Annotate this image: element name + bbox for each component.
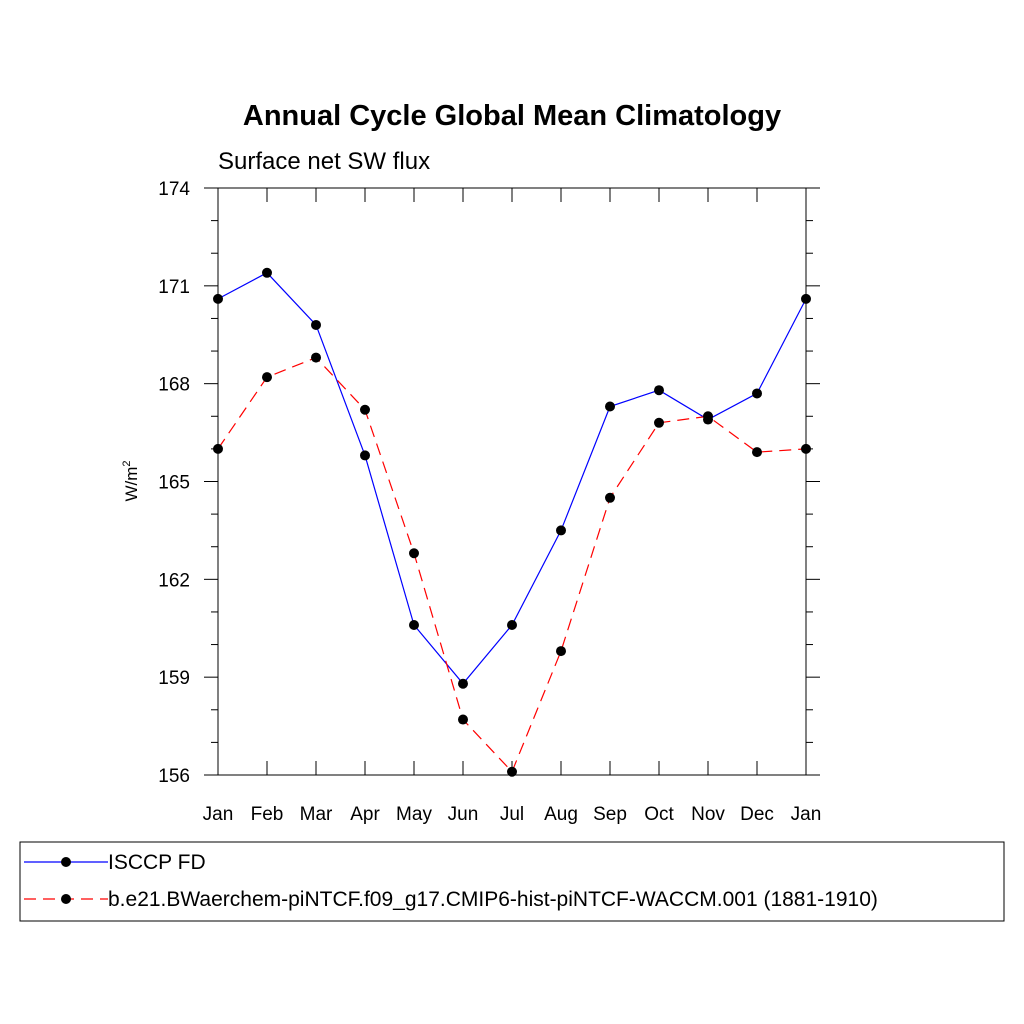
x-tick-label: Oct [644,804,674,825]
series-2-point [801,443,811,454]
y-tick-label: 159 [158,668,190,689]
y-tick-label: 168 [158,375,190,396]
y-tick-label: 171 [158,277,190,298]
x-tick-label: Feb [251,804,284,825]
series-2-point [703,411,713,422]
x-tick-label: Dec [740,804,774,825]
series-2-point [360,404,370,415]
legend: ISCCP FD b.e21.BWaerchem-piNTCF.f09_g17.C… [19,841,1005,922]
x-tick-label: May [396,804,432,825]
legend-marker-1 [61,857,71,867]
legend-label-2: b.e21.BWaerchem-piNTCF.f09_g17.CMIP6-his… [108,888,878,911]
legend-marker-2 [61,894,71,904]
series-1-point [311,319,321,330]
x-tick-label: Jan [203,804,234,825]
series-1-point [507,619,517,630]
y-axis-label-text: W/m [122,467,141,502]
y-tick-label: 162 [158,570,190,591]
chart-subtitle: Surface net SW flux [218,148,430,175]
series-2-point [409,548,419,559]
series-2-point [458,714,468,725]
series-1-point [605,401,615,412]
series-1-point [213,293,223,304]
series-2-point [507,766,517,777]
x-tick-label: Sep [593,804,627,825]
legend-frame [19,841,1005,922]
y-axis-label: W/m2 [121,460,141,501]
plot-frame [217,187,807,776]
chart-title: Annual Cycle Global Mean Climatology [243,100,781,132]
y-tick-label: 165 [158,473,190,494]
x-tick-label: Jan [791,804,822,825]
y-tick-label: 156 [158,766,190,787]
legend-label-1: ISCCP FD [108,851,206,874]
series-1-point [262,267,272,278]
x-tick-label: Mar [300,804,333,825]
series-1-point [654,385,664,396]
series-2-point [213,443,223,454]
x-tick-label: Aug [544,804,578,825]
series-2-point [556,646,566,657]
series-2-point [262,372,272,383]
series-2-point [605,492,615,503]
series-line-2 [217,356,807,773]
series-1-point [360,450,370,461]
series-2-point [311,352,321,363]
series-2-point [752,447,762,458]
series-1-point [556,525,566,536]
series-1-point [752,388,762,399]
y-tick-label: 174 [158,179,190,200]
x-tick-label: Nov [691,804,725,825]
x-tick-label: Apr [350,804,380,825]
y-axis-label-superscript: 2 [121,460,133,466]
series-2-point [654,417,664,428]
x-tick-label: Jun [448,804,479,825]
series-1-point [409,619,419,630]
x-tick-label: Jul [500,804,524,825]
series-1-point [458,678,468,689]
series-1-point [801,293,811,304]
axes: Jan Feb Mar Apr May Jun Jul Aug Sep Oct Nov Dec Jan 1… [158,179,821,825]
series-layer [213,267,811,777]
